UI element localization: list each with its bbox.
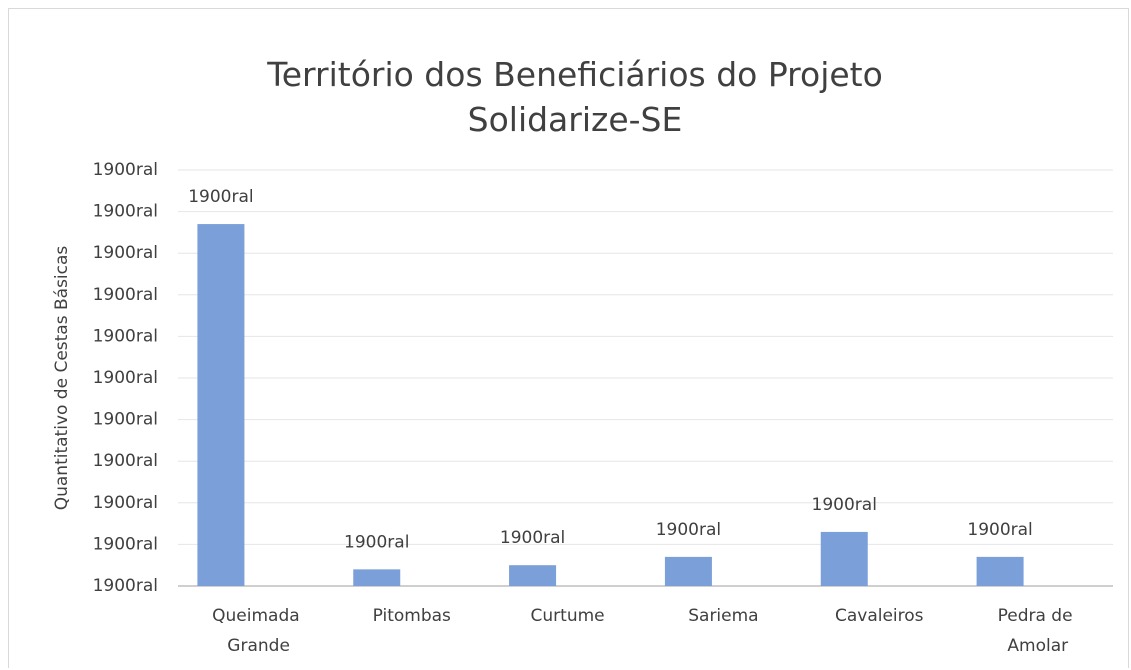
- data-label: 1900ral: [188, 187, 253, 207]
- x-tick-label: Cavaleiros: [835, 606, 924, 626]
- data-label: 1900ral: [812, 495, 877, 515]
- y-tick-label: 1900ral: [93, 326, 158, 346]
- y-tick-label: 1900ral: [93, 493, 158, 513]
- y-tick-label: 1900ral: [93, 451, 158, 471]
- bar: [976, 556, 1024, 586]
- data-label: 1900ral: [344, 532, 409, 552]
- bar: [664, 556, 712, 586]
- data-label: 1900ral: [967, 520, 1032, 540]
- y-tick-label: 1900ral: [93, 368, 158, 388]
- bar: [353, 569, 401, 586]
- bar: [509, 565, 557, 586]
- y-tick-label: 1900ral: [93, 285, 158, 305]
- y-tick-label: 1900ral: [93, 243, 158, 263]
- data-label: 1900ral: [500, 528, 565, 548]
- x-tick-label: Pitombas: [373, 606, 451, 626]
- x-tick-label: Sariema: [688, 606, 758, 626]
- y-tick-label: 1900ral: [93, 202, 158, 222]
- x-tick-label: Curtume: [531, 606, 605, 626]
- data-label: 1900ral: [656, 520, 721, 540]
- chart-title: Território dos Beneficiários do Projeto …: [267, 55, 883, 139]
- y-axis-label: Quantitativo de Cestas Básicas: [52, 246, 72, 511]
- bar: [197, 224, 245, 586]
- y-tick-label: 1900ral: [93, 160, 158, 180]
- x-tick-label: Queimada Grande: [212, 606, 300, 656]
- bar: [820, 531, 868, 586]
- y-tick-label: 1900ral: [93, 576, 158, 596]
- y-tick-label: 1900ral: [93, 534, 158, 554]
- chart-frame: [8, 8, 1129, 668]
- y-tick-label: 1900ral: [93, 410, 158, 430]
- x-tick-label: Pedra de Amolar: [998, 606, 1073, 656]
